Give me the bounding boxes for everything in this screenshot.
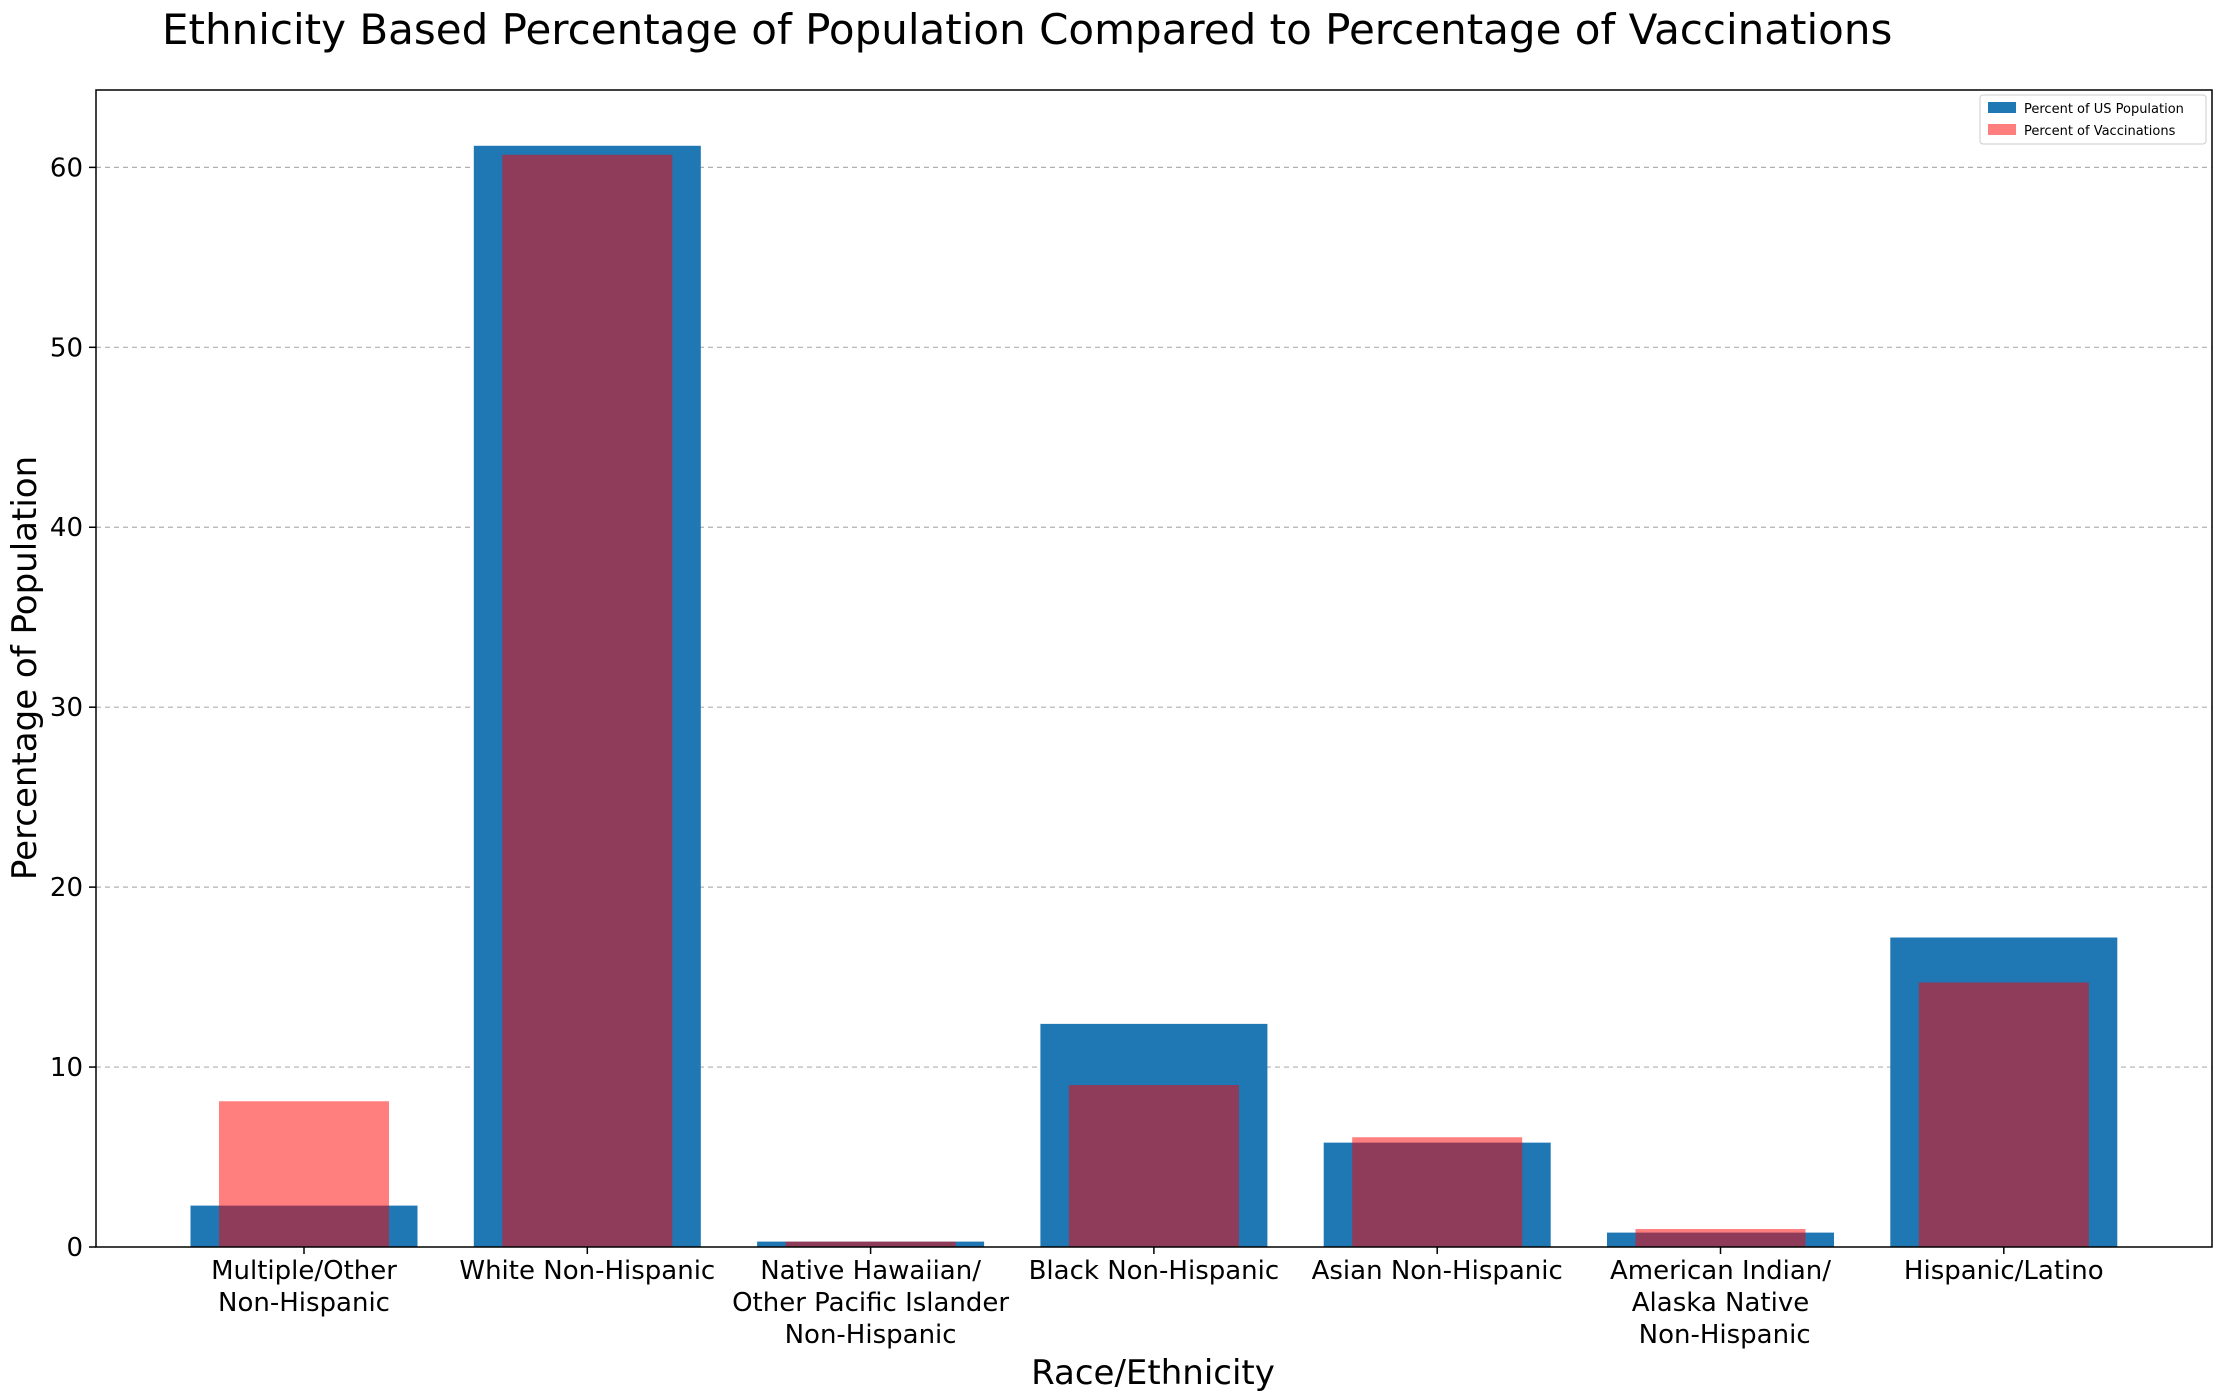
x-axis-ticks: Multiple/Other Non-Hispanic White Non-Hisp… (211, 1247, 2104, 1350)
grid (96, 166, 2212, 1068)
x-tick-label: Native Hawaiian/Other Pacific Islander No… (732, 1256, 1009, 1350)
legend-label-population: Percent of US Population (2024, 102, 2184, 117)
plot-frame (95, 89, 2213, 1248)
x-tick-label: Multiple/Other Non-Hispanic (211, 1256, 397, 1318)
x-tick-label: American Indian/Alaska Native Non-Hispan… (1610, 1256, 1831, 1350)
y-tick-label: 20 (50, 873, 83, 903)
bar-vaccinations (785, 1241, 956, 1247)
y-tick-label: 30 (50, 693, 83, 723)
bar-vaccinations (1635, 1229, 1806, 1247)
x-tick-label: Black Non-Hispanic (1029, 1256, 1280, 1286)
chart-title: Ethnicity Based Percentage of Population… (162, 5, 1892, 54)
y-tick-label: 60 (50, 153, 83, 183)
y-tick-label: 10 (50, 1053, 83, 1083)
y-axis-ticks: 0 10 20 30 40 50 60 (50, 153, 96, 1263)
legend-box (1979, 94, 2207, 145)
legend: Percent of US Population Percent of Vacc… (1979, 94, 2207, 145)
legend-label-vaccinations: Percent of Vaccinations (2024, 124, 2176, 139)
bar-vaccinations (1068, 1085, 1239, 1247)
y-tick-label: 40 (50, 513, 83, 543)
y-tick-label: 0 (66, 1233, 83, 1263)
bar-vaccinations (502, 154, 673, 1248)
x-tick-label: Hispanic/Latino (1904, 1256, 2104, 1286)
y-tick-label: 50 (50, 333, 83, 363)
bar-vaccinations (219, 1101, 389, 1247)
legend-swatch-vaccinations (1988, 124, 2016, 135)
y-axis-label: Percentage of Population (5, 456, 45, 880)
x-tick-label: Asian Non-Hispanic (1312, 1256, 1563, 1286)
bar-vaccinations (1918, 982, 2089, 1247)
x-tick-label: White Non-Hispanic (459, 1256, 715, 1286)
bar-vaccinations (1352, 1137, 1523, 1247)
legend-swatch-population (1988, 102, 2016, 113)
x-axis-label: Race/Ethnicity (1031, 1353, 1275, 1393)
bars (190, 145, 2118, 1248)
